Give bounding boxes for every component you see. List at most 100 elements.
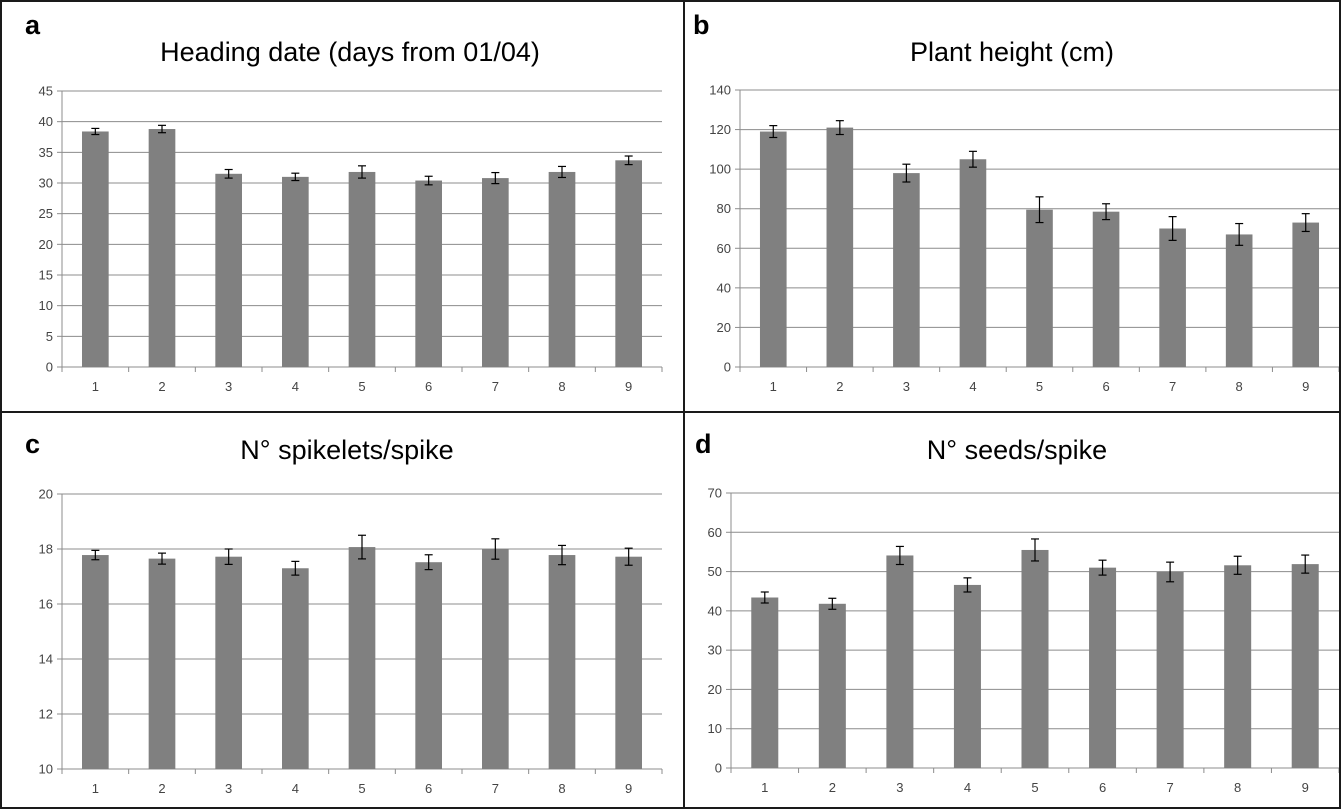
y-tick-label: 60 bbox=[708, 525, 722, 540]
error-bar bbox=[1233, 555, 1242, 575]
panel-c: c N° spikelets/spike 10 12 14 16 18 20 1 2 3 4 5 6 7… bbox=[2, 413, 683, 807]
x-tick-label: 1 bbox=[92, 379, 99, 394]
panel-divider-vertical bbox=[683, 0, 685, 809]
y-tick-label: 30 bbox=[708, 643, 722, 658]
bar bbox=[953, 584, 981, 768]
x-tick-label: 8 bbox=[1234, 780, 1241, 795]
panel-d: d N° seeds/spike 0 10 20 30 40 50 60 70 1 2 3 4 5 6 7 8… bbox=[685, 413, 1339, 807]
bar bbox=[415, 562, 442, 769]
bar bbox=[826, 127, 854, 367]
y-tick-label: 40 bbox=[39, 114, 53, 129]
chart-heading-date: a Heading date (days from 01/04) 0510152… bbox=[25, 10, 663, 394]
bar bbox=[482, 549, 509, 769]
error-bar bbox=[158, 124, 166, 134]
error-bar bbox=[558, 165, 566, 179]
y-tick-label: 25 bbox=[39, 206, 53, 221]
error-bar bbox=[624, 547, 633, 566]
error-bar bbox=[224, 168, 233, 179]
bar bbox=[959, 159, 987, 367]
error-bar bbox=[1301, 213, 1310, 233]
bar bbox=[215, 173, 242, 367]
bar bbox=[615, 160, 642, 367]
x-tick-label: 9 bbox=[625, 781, 632, 796]
x-tick-label: 7 bbox=[492, 781, 499, 796]
bar bbox=[348, 547, 376, 769]
y-tick-label: 0 bbox=[724, 360, 731, 375]
y-tick-label: 18 bbox=[39, 542, 53, 557]
bar bbox=[886, 555, 914, 768]
bar bbox=[548, 171, 576, 367]
error-bar bbox=[968, 150, 977, 168]
x-tick-label: 5 bbox=[358, 379, 365, 394]
y-tick-label: 0 bbox=[715, 761, 722, 776]
chart-title: N° spikelets/spike bbox=[240, 435, 453, 465]
error-bar bbox=[1168, 216, 1177, 241]
y-tick-label: 80 bbox=[717, 201, 731, 216]
bar bbox=[1092, 211, 1120, 367]
x-tick-label: 6 bbox=[1102, 379, 1109, 394]
x-tick-label: 4 bbox=[292, 781, 299, 796]
bar bbox=[818, 603, 846, 768]
error-bar bbox=[963, 577, 972, 593]
bar bbox=[1291, 564, 1319, 768]
error-bar bbox=[291, 560, 300, 576]
panel-divider-horizontal bbox=[0, 411, 1341, 413]
panel-a: a Heading date (days from 01/04) 0 5 10 15 2… bbox=[2, 2, 683, 411]
bar bbox=[1026, 209, 1053, 367]
panel-letter: c bbox=[25, 429, 40, 459]
bar bbox=[1224, 565, 1252, 768]
x-tick-label: 5 bbox=[1031, 780, 1038, 795]
x-tick-label: 8 bbox=[1236, 379, 1243, 394]
chart-plant-height: b Plant height (cm) 0 20 40 60 80 100 120 140 1 2… bbox=[693, 10, 1339, 394]
panel-letter: a bbox=[25, 10, 41, 40]
bar bbox=[282, 176, 309, 367]
y-tick-label: 35 bbox=[39, 145, 53, 160]
chart-title: N° seeds/spike bbox=[927, 435, 1107, 465]
chart-title: Plant height (cm) bbox=[910, 37, 1114, 67]
error-bar bbox=[902, 163, 911, 183]
error-bar bbox=[358, 165, 366, 179]
x-tick-label: 6 bbox=[425, 781, 432, 796]
error-bar bbox=[895, 545, 904, 566]
x-tick-label: 4 bbox=[292, 379, 299, 394]
error-bar bbox=[491, 538, 500, 560]
bar bbox=[548, 555, 576, 769]
x-tick-label: 4 bbox=[969, 379, 976, 394]
y-tick-label: 40 bbox=[717, 280, 731, 295]
bar bbox=[759, 131, 787, 367]
bar bbox=[282, 568, 309, 769]
x-tick-label: 8 bbox=[558, 781, 565, 796]
bar bbox=[751, 597, 779, 768]
panel-b: b Plant height (cm) 0 20 40 60 80 100 120 140 1 2… bbox=[685, 2, 1339, 411]
x-tick-label: 1 bbox=[770, 379, 777, 394]
error-bar bbox=[424, 554, 433, 571]
error-bar bbox=[1098, 559, 1107, 576]
chart-seeds-per-spike: d N° seeds/spike 0 10 20 30 40 50 60 70 1 2 3 4 5 6 7 8… bbox=[695, 429, 1339, 795]
x-tick-label: 6 bbox=[1099, 780, 1106, 795]
error-bar bbox=[158, 552, 166, 565]
x-tick-label: 7 bbox=[1169, 379, 1176, 394]
y-tick-label: 15 bbox=[39, 268, 53, 283]
y-tick-label: 40 bbox=[708, 603, 722, 618]
x-tick-label: 2 bbox=[836, 379, 843, 394]
y-tick-label: 20 bbox=[708, 682, 722, 697]
x-tick-label: 1 bbox=[761, 780, 768, 795]
x-tick-label: 9 bbox=[625, 379, 632, 394]
x-tick-label: 2 bbox=[829, 780, 836, 795]
bar bbox=[148, 129, 176, 367]
x-tick-label: 3 bbox=[225, 781, 232, 796]
error-bar bbox=[424, 175, 433, 186]
y-tick-label: 30 bbox=[39, 176, 53, 191]
error-bar bbox=[291, 172, 300, 182]
y-tick-label: 0 bbox=[46, 360, 53, 375]
y-tick-label: 60 bbox=[717, 241, 731, 256]
x-tick-label: 7 bbox=[1166, 780, 1173, 795]
panel-letter: b bbox=[693, 10, 710, 40]
error-bar bbox=[624, 155, 633, 166]
error-bar bbox=[91, 549, 100, 561]
error-bar bbox=[491, 171, 500, 185]
bar bbox=[482, 178, 509, 367]
x-tick-label: 8 bbox=[558, 379, 565, 394]
error-bar bbox=[1301, 554, 1310, 574]
